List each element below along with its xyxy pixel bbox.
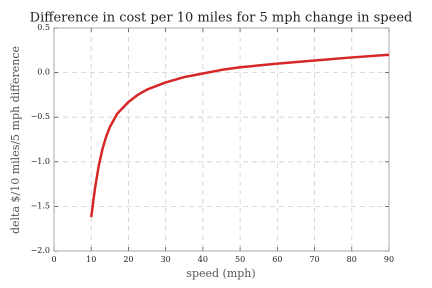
- y-tick-label: −1.5: [31, 201, 50, 210]
- y-tick-label: −0.5: [31, 112, 50, 121]
- y-tick-label: −1.0: [31, 157, 50, 166]
- x-tick-label: 20: [123, 255, 133, 264]
- x-tick-label: 90: [384, 255, 394, 264]
- chart-title: Difference in cost per 10 miles for 5 mp…: [30, 11, 413, 26]
- x-tick-label: 30: [161, 255, 171, 264]
- x-axis-label: speed (mph): [186, 267, 255, 280]
- x-tick-label: 50: [235, 255, 245, 264]
- x-tick-label: 70: [309, 255, 319, 264]
- x-tick-label: 10: [86, 255, 96, 264]
- y-axis-label: delta $/10 miles/5 mph difference: [9, 46, 22, 234]
- data-line: [89, 53, 390, 218]
- x-tick-label: 80: [347, 255, 357, 264]
- x-tick-label: 60: [272, 255, 282, 264]
- y-tick-label: −2.0: [31, 246, 50, 255]
- plot-frame: [53, 27, 390, 252]
- x-tick-label: 40: [198, 255, 208, 264]
- y-tick-label: 0.5: [37, 23, 50, 32]
- y-tick-label: 0.0: [37, 68, 50, 77]
- x-tick-label: 0: [51, 255, 56, 264]
